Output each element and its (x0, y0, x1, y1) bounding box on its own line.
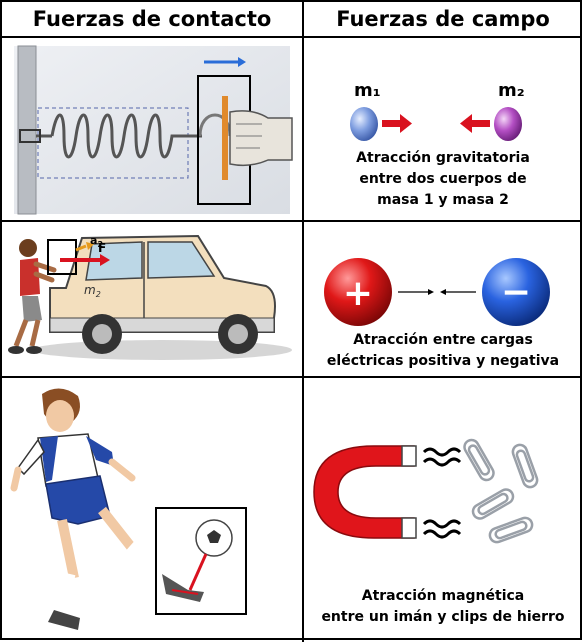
soccer-panel (10, 388, 247, 630)
electric-caption-line-2: eléctricas positiva y negativa (326, 353, 560, 369)
gravity-caption-line-1: Atracción gravitatoria (356, 150, 530, 166)
soccer-ball-patch (207, 530, 221, 543)
car-push-panel: a2 F m2 (8, 234, 292, 360)
mass1-force-arrow-head (400, 114, 412, 133)
wall-clamp (19, 129, 41, 143)
magnetic-field-lines-bottom (422, 519, 462, 539)
header-contact-forces: Fuerzas de contacto (32, 7, 272, 31)
mass1-sphere (350, 107, 378, 141)
spring-hook (198, 113, 232, 137)
contact-highlight-box (47, 239, 77, 275)
electric-caption: Atracción entre cargas eléctricas positi… (304, 330, 582, 372)
contact-force-line (188, 553, 208, 591)
acceleration-arrow (75, 244, 87, 252)
pull-arrow-head (238, 57, 246, 67)
electric-caption-line-1: Atracción entre cargas (353, 332, 533, 348)
mass2-force-arrow-shaft (472, 120, 490, 127)
negative-sign: − (501, 272, 531, 313)
hand (229, 110, 293, 167)
acceleration-label: a2 (90, 234, 103, 249)
car-front-window (147, 241, 216, 279)
row-divider-2 (2, 376, 582, 378)
force-arrow-head (100, 254, 110, 266)
pull-handle (222, 96, 228, 180)
magnetic-caption: Atracción magnética entre un imán y clip… (304, 586, 582, 628)
magnet (313, 445, 415, 539)
mass1-label: m₁ (354, 80, 381, 101)
mass2-sphere (494, 107, 522, 141)
magnetic-panel (313, 438, 539, 544)
force-label: F (98, 241, 106, 255)
magnetic-field-lines-top (422, 447, 462, 467)
car-rear-window (85, 241, 143, 281)
positive-sign: + (343, 273, 373, 314)
column-divider (302, 2, 304, 642)
gravity-caption: Atracción gravitatoria entre dos cuerpos… (304, 148, 582, 211)
magnet-pole-bottom (401, 517, 417, 539)
person (8, 239, 57, 354)
gravity-caption-line-2: entre dos cuerpos de (359, 171, 527, 187)
mass1-force-arrow-shaft (382, 120, 400, 127)
attraction-arrow-left-head (440, 289, 446, 295)
gravity-panel: m₁ m₂ (350, 80, 525, 141)
hand-fingers (236, 123, 262, 149)
header-field-forces: Fuerzas de campo (336, 7, 550, 31)
spring (36, 113, 202, 159)
acceleration-arrow-head (86, 242, 94, 250)
spring-panel (14, 45, 293, 215)
force-arrow-shaft (60, 258, 100, 262)
attraction-arrow-right-head (428, 289, 434, 295)
magnetic-caption-line-2: entre un imán y clips de hierro (321, 609, 565, 625)
mass2-force-arrow-head (460, 114, 472, 133)
gravity-caption-line-3: masa 1 y masa 2 (377, 192, 509, 208)
mass2-label: m₂ (498, 80, 525, 101)
kick-highlight-box (155, 507, 247, 615)
magnetic-caption-line-1: Atracción magnética (361, 588, 525, 604)
header-divider (2, 36, 582, 38)
negative-charge (482, 258, 550, 326)
row-divider-1 (2, 220, 582, 222)
electric-panel: + − (324, 258, 550, 326)
paper-clips (463, 438, 539, 544)
car-mass-label: m2 (84, 283, 101, 299)
magnet-pole-top (401, 445, 417, 467)
spring-dashed-outline (37, 107, 189, 179)
positive-charge (324, 258, 392, 326)
soccer-player (10, 388, 204, 630)
